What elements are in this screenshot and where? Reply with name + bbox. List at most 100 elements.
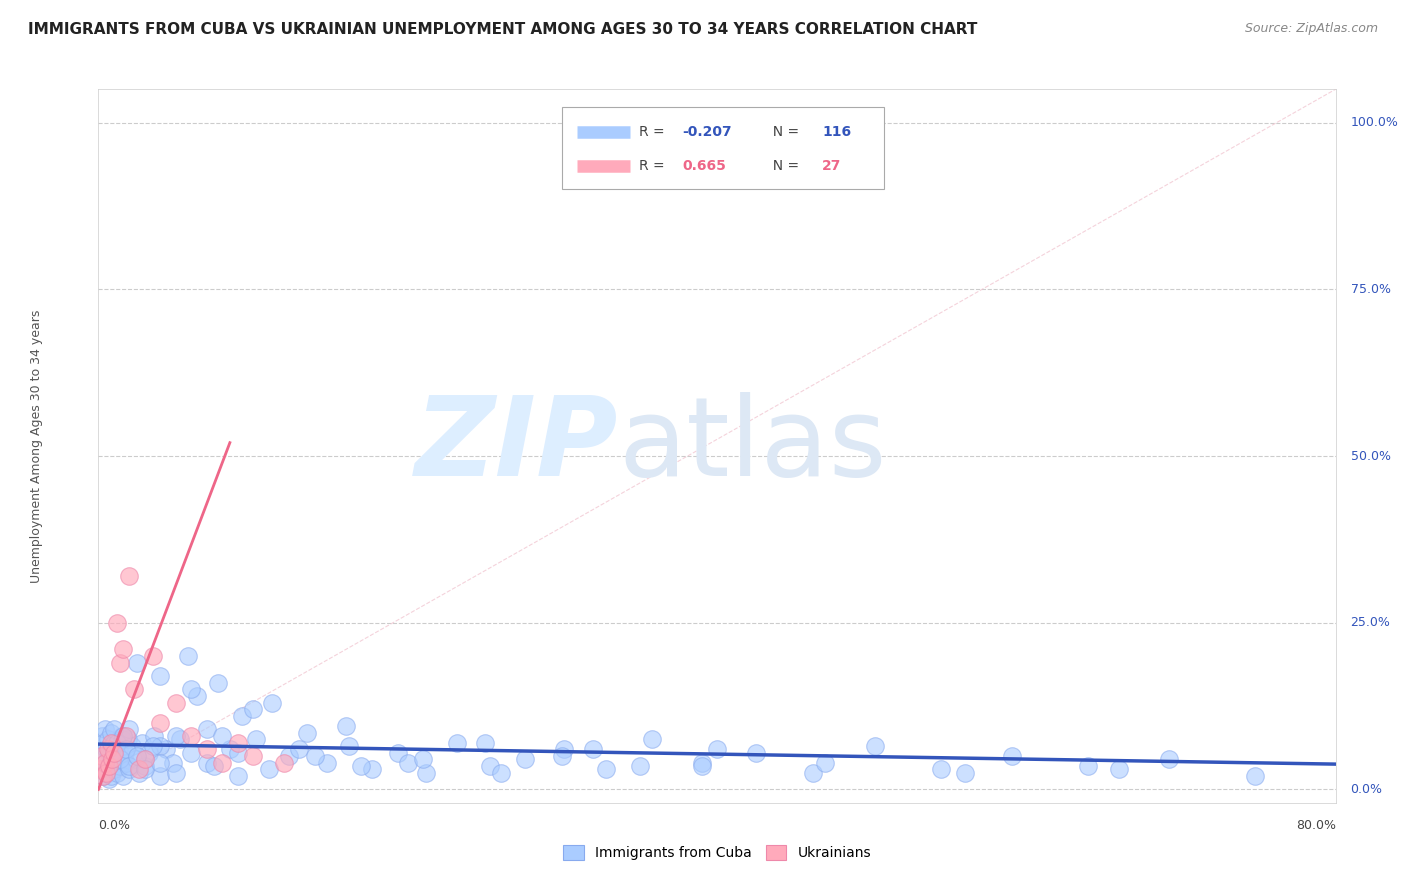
- Text: 75.0%: 75.0%: [1351, 283, 1391, 296]
- Point: [103, 746, 125, 760]
- Text: atlas: atlas: [619, 392, 887, 500]
- Point: [553, 742, 575, 756]
- Point: [277, 749, 299, 764]
- Point: [396, 756, 419, 770]
- Point: [350, 759, 373, 773]
- Point: [89, 749, 111, 764]
- Point: [127, 749, 149, 764]
- Point: [863, 739, 886, 753]
- Point: [186, 689, 208, 703]
- Point: [101, 739, 124, 753]
- Point: [177, 649, 200, 664]
- Point: [118, 723, 141, 737]
- Point: [100, 746, 122, 760]
- Point: [112, 729, 135, 743]
- Point: [98, 746, 121, 760]
- Point: [98, 772, 121, 787]
- Point: [97, 759, 120, 773]
- Point: [297, 725, 319, 739]
- Point: [121, 739, 143, 753]
- Text: 100.0%: 100.0%: [1351, 116, 1399, 129]
- Point: [641, 732, 664, 747]
- Point: [706, 742, 728, 756]
- Point: [114, 746, 136, 760]
- Point: [93, 756, 115, 770]
- Point: [1077, 759, 1099, 773]
- Point: [100, 736, 122, 750]
- Point: [288, 742, 311, 756]
- Point: [226, 736, 249, 750]
- Point: [814, 756, 837, 770]
- Point: [96, 765, 118, 780]
- Point: [260, 696, 283, 710]
- Point: [489, 765, 512, 780]
- Legend: Immigrants from Cuba, Ukrainians: Immigrants from Cuba, Ukrainians: [555, 838, 879, 867]
- Point: [690, 756, 713, 770]
- Point: [128, 765, 150, 780]
- Point: [1108, 763, 1130, 777]
- Text: IMMIGRANTS FROM CUBA VS UKRAINIAN UNEMPLOYMENT AMONG AGES 30 TO 34 YEARS CORRELA: IMMIGRANTS FROM CUBA VS UKRAINIAN UNEMPL…: [28, 22, 977, 37]
- Point: [149, 769, 172, 783]
- Point: [582, 742, 605, 756]
- Point: [337, 739, 360, 753]
- Point: [745, 746, 768, 760]
- Point: [155, 742, 177, 756]
- Text: 50.0%: 50.0%: [1351, 450, 1391, 463]
- Point: [89, 763, 111, 777]
- Point: [169, 732, 191, 747]
- Point: [316, 756, 339, 770]
- Point: [115, 742, 138, 756]
- Point: [134, 759, 156, 773]
- Point: [90, 763, 112, 777]
- Point: [103, 736, 125, 750]
- Point: [98, 759, 121, 773]
- Point: [134, 763, 156, 777]
- Point: [211, 756, 233, 770]
- Point: [128, 763, 150, 777]
- Point: [1001, 749, 1024, 764]
- Point: [478, 759, 501, 773]
- Point: [515, 752, 537, 766]
- Point: [242, 749, 264, 764]
- Point: [195, 756, 218, 770]
- Text: Unemployment Among Ages 30 to 34 years: Unemployment Among Ages 30 to 34 years: [30, 310, 44, 582]
- Point: [124, 752, 146, 766]
- Point: [595, 763, 617, 777]
- Point: [107, 742, 129, 756]
- Point: [415, 765, 437, 780]
- Point: [226, 746, 249, 760]
- Point: [141, 739, 165, 753]
- Point: [143, 729, 166, 743]
- Point: [134, 752, 156, 766]
- Point: [141, 649, 165, 664]
- Point: [242, 702, 264, 716]
- Point: [273, 756, 295, 770]
- Point: [118, 569, 141, 583]
- Point: [97, 732, 120, 747]
- Point: [96, 742, 118, 756]
- Point: [105, 736, 128, 750]
- Point: [204, 759, 226, 773]
- Point: [953, 765, 976, 780]
- Point: [103, 723, 125, 737]
- Text: 0.0%: 0.0%: [98, 820, 131, 832]
- Point: [801, 765, 824, 780]
- Text: N =: N =: [763, 159, 804, 172]
- Point: [361, 763, 384, 777]
- Point: [211, 729, 233, 743]
- Point: [108, 752, 131, 766]
- Point: [257, 763, 280, 777]
- Point: [100, 769, 122, 783]
- Point: [690, 759, 713, 773]
- Point: [180, 682, 202, 697]
- Point: [207, 675, 229, 690]
- Point: [165, 696, 187, 710]
- Point: [304, 749, 326, 764]
- Point: [91, 736, 114, 750]
- Text: 0.665: 0.665: [682, 159, 727, 172]
- Point: [149, 756, 172, 770]
- Text: Source: ZipAtlas.com: Source: ZipAtlas.com: [1244, 22, 1378, 36]
- Text: ZIP: ZIP: [415, 392, 619, 500]
- Point: [111, 732, 132, 747]
- Point: [165, 765, 187, 780]
